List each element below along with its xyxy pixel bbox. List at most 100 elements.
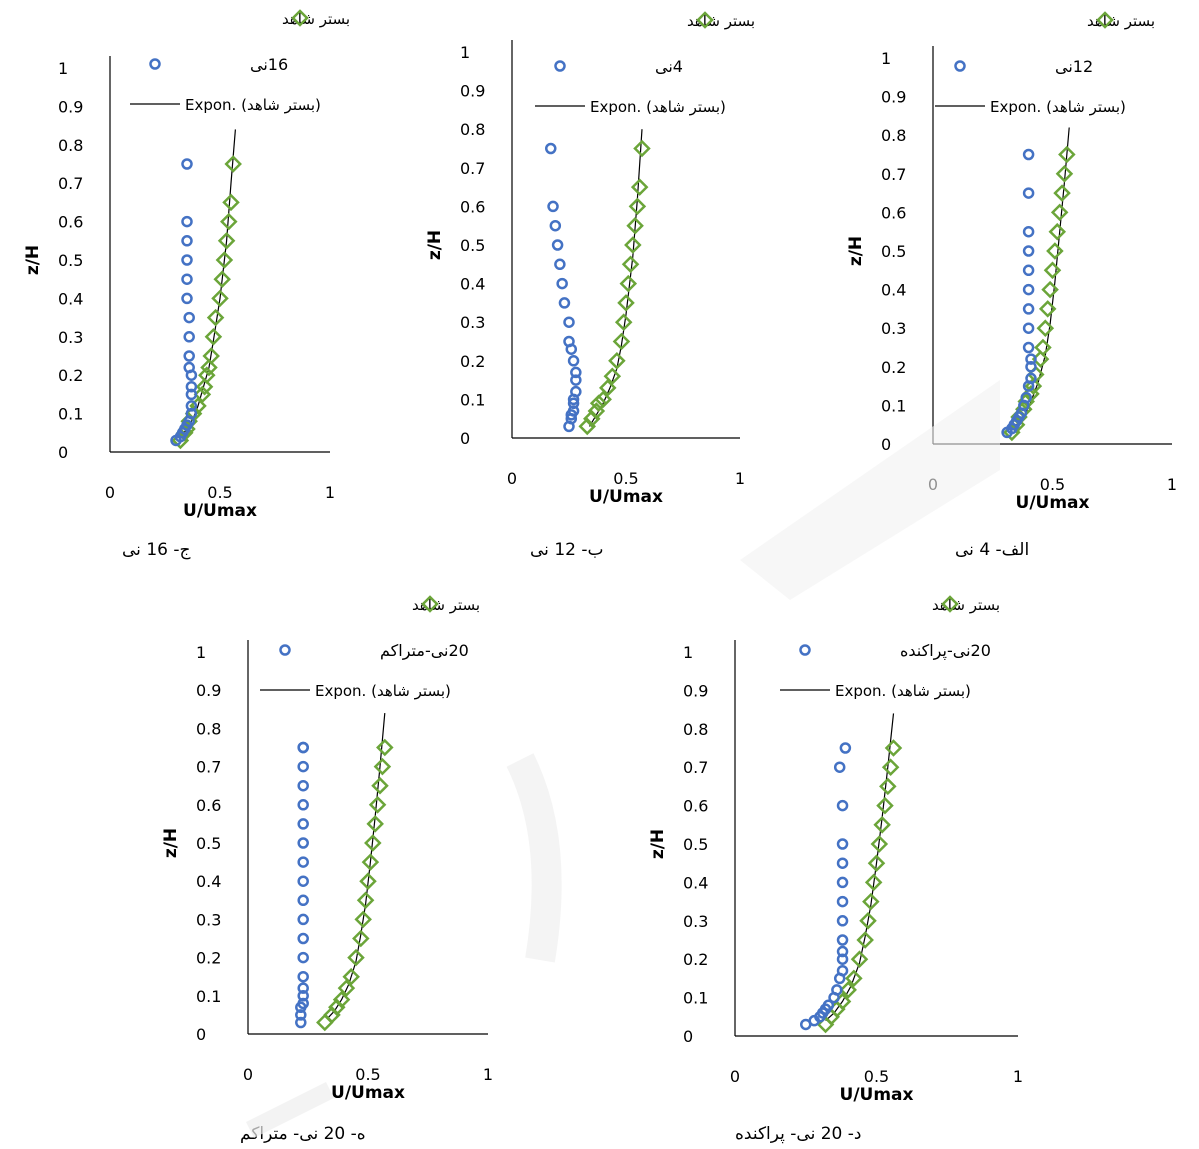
data-point-control xyxy=(850,950,869,968)
y-tick-label: 0.7 xyxy=(58,174,83,193)
data-point-control xyxy=(862,892,880,911)
data-point-reed xyxy=(549,219,562,232)
data-point-control xyxy=(217,232,236,250)
x-tick-label: 0 xyxy=(243,1065,253,1084)
data-point-control xyxy=(1046,242,1064,260)
y-tick-label: 0.1 xyxy=(460,390,485,409)
y-tick-label: 0.8 xyxy=(683,720,708,739)
data-point-control xyxy=(1036,319,1055,337)
data-point-reed xyxy=(831,984,843,996)
data-point-control xyxy=(603,367,622,386)
data-point-control xyxy=(1048,222,1067,241)
data-point-control xyxy=(215,251,234,269)
y-tick-label: 1 xyxy=(460,43,470,62)
data-point-reed xyxy=(839,742,852,754)
data-point-control xyxy=(612,332,631,351)
legend: بستر شاهد 12نی Expon. (بستر شاهد) xyxy=(935,11,1155,116)
data-point-control xyxy=(867,854,886,872)
y-axis-title: z/H xyxy=(23,245,43,275)
data-point-reed xyxy=(185,400,198,412)
data-point-control xyxy=(839,981,857,999)
data-point-reed xyxy=(836,799,849,812)
data-point-reed xyxy=(295,1009,307,1021)
x-tick-label: 0 xyxy=(730,1067,740,1086)
data-point-control xyxy=(211,289,229,308)
y-tick-label: 0.2 xyxy=(196,949,221,968)
data-point-reed xyxy=(1025,361,1037,373)
data-point-reed xyxy=(297,951,309,964)
x-tick-label: 1 xyxy=(1013,1067,1023,1086)
y-tick-label: 0.5 xyxy=(196,834,221,853)
data-point-reed xyxy=(1020,391,1032,404)
x-tick-label: 0 xyxy=(928,475,938,494)
legend-marker-diamond xyxy=(941,595,959,613)
legend-marker-diamond xyxy=(421,595,439,613)
data-point-reed xyxy=(554,258,566,271)
y-axis-title: z/H xyxy=(425,230,445,260)
data-point-control xyxy=(876,796,894,815)
y-tick-label: 0.8 xyxy=(460,120,485,139)
legend-marker-circle xyxy=(149,58,161,70)
data-point-control xyxy=(1050,203,1069,222)
data-point-control xyxy=(195,377,214,396)
data-point-reed xyxy=(567,405,580,417)
y-tick-label: 0.8 xyxy=(196,719,221,738)
x-tick-label: 0.5 xyxy=(207,483,232,502)
data-point-reed xyxy=(563,335,575,348)
data-point-reed xyxy=(570,374,582,386)
chart-panel-16: 0 0.1 0.2 0.3 0.4 0.5 0.6 0.7 0.8 0.9 1 0 0.5 1 U/Umax… xyxy=(0,0,400,575)
y-tick-label: 0 xyxy=(683,1027,693,1046)
data-point-reed xyxy=(836,964,849,977)
data-point-control xyxy=(628,197,647,216)
x-axis-title: U/Umax xyxy=(331,1083,405,1103)
y-tick-label: 0.3 xyxy=(58,328,83,347)
data-point-reed xyxy=(183,361,195,374)
data-point-control xyxy=(373,757,392,776)
x-tick-label: 1 xyxy=(1167,475,1177,494)
data-point-reed xyxy=(836,895,849,908)
data-point-control xyxy=(594,390,612,409)
y-tick-label: 0.2 xyxy=(58,366,83,385)
y-tick-label: 0 xyxy=(196,1025,206,1044)
data-point-reed xyxy=(185,407,198,420)
data-point-control xyxy=(213,270,231,288)
data-point-control xyxy=(845,969,863,988)
legend-marker-diamond xyxy=(696,11,714,29)
data-point-reed xyxy=(297,913,309,926)
y-tick-label: 1 xyxy=(196,643,206,662)
legend-label-expon: Expon. (بستر شاهد) xyxy=(990,98,1126,116)
y-tick-label: 0 xyxy=(58,443,68,462)
legend-marker-circle xyxy=(954,60,966,72)
data-point-control xyxy=(864,873,883,892)
legend-marker-circle xyxy=(554,60,566,72)
y-tick-label: 0.6 xyxy=(196,796,221,815)
data-point-reed xyxy=(1025,353,1037,365)
data-point-reed xyxy=(556,277,568,290)
legend-label-reed: 20نی-متراکم xyxy=(380,641,469,661)
y-tick-label: 0.4 xyxy=(460,275,485,294)
data-point-reed xyxy=(297,982,309,994)
data-point-reed xyxy=(1022,322,1035,334)
x-axis-title: U/Umax xyxy=(589,487,663,507)
data-point-control xyxy=(870,835,889,853)
data-point-reed xyxy=(181,215,193,228)
trendline-expon xyxy=(588,129,643,427)
legend: بستر شاهد 16نی Expon. (بستر شاهد) xyxy=(130,9,350,114)
legend-label-control: بستر شاهد xyxy=(412,596,480,614)
y-tick-label: 0.9 xyxy=(881,88,906,107)
x-tick-label: 1 xyxy=(483,1065,493,1084)
data-point-control xyxy=(873,816,891,834)
data-point-control xyxy=(1034,338,1052,357)
y-tick-label: 0 xyxy=(881,435,891,454)
legend-label-control: بستر شاهد xyxy=(1087,12,1155,30)
data-point-reed xyxy=(295,1016,307,1029)
x-axis-title: U/Umax xyxy=(183,501,257,521)
caption-4: الف- 4 نی xyxy=(955,540,1030,560)
y-tick-label: 0.7 xyxy=(881,165,906,184)
y-tick-label: 0.9 xyxy=(196,681,221,700)
data-point-control xyxy=(222,193,240,212)
legend-label-control: بستر شاهد xyxy=(282,10,350,28)
x-tick-label: 0 xyxy=(105,483,115,502)
chart-20-dense: 0 0.1 0.2 0.3 0.4 0.5 0.6 0.7 0.8 0.9 1 0 0.5 1 U/Umax… xyxy=(161,595,493,1103)
y-tick-label: 0.3 xyxy=(460,313,485,332)
